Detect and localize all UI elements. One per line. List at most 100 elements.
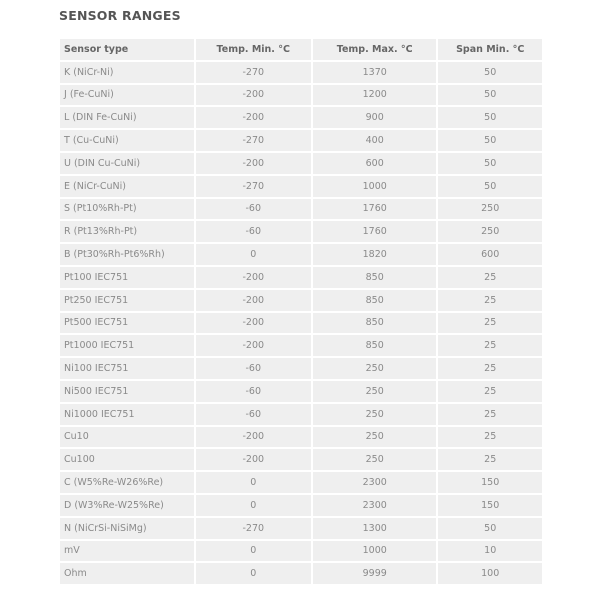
table-row: Pt500 IEC751 -200 850 25 [60, 312, 542, 334]
span-min-cell: 250 [438, 221, 542, 243]
temp-max-cell: 1760 [313, 221, 437, 243]
sensor-type-cell: Ni1000 IEC751 [60, 403, 194, 425]
span-min-cell: 250 [438, 198, 542, 220]
temp-min-cell: 0 [195, 494, 311, 516]
table-row: Ni100 IEC751 -60 250 25 [60, 358, 542, 379]
span-min-cell: 150 [438, 472, 542, 493]
temp-max-cell: 250 [313, 449, 437, 471]
table-row: D (W3%Re-W25%Re) 0 2300 150 [60, 494, 542, 516]
temp-max-cell: 250 [313, 358, 437, 379]
temp-min-cell: -60 [195, 221, 311, 243]
span-min-cell: 150 [438, 494, 542, 516]
header-sensor-type: Sensor type [60, 39, 194, 60]
span-min-cell: 50 [438, 517, 542, 539]
span-min-cell: 25 [438, 426, 542, 448]
sensor-type-cell: J (Fe-CuNi) [60, 84, 194, 106]
span-min-cell: 50 [438, 107, 542, 129]
sensor-type-cell: Cu100 [60, 449, 194, 471]
span-min-cell: 25 [438, 449, 542, 471]
span-min-cell: 25 [438, 289, 542, 311]
temp-min-cell: -60 [195, 198, 311, 220]
span-min-cell: 25 [438, 380, 542, 402]
sensor-type-cell: Pt250 IEC751 [60, 289, 194, 311]
header-temp-max: Temp. Max. °C [313, 39, 437, 60]
table-row: L (DIN Fe-CuNi) -200 900 50 [60, 107, 542, 129]
sensor-type-cell: C (W5%Re-W26%Re) [60, 472, 194, 493]
temp-min-cell: 0 [195, 244, 311, 265]
table-row: Pt100 IEC751 -200 850 25 [60, 266, 542, 288]
temp-min-cell: -270 [195, 130, 311, 151]
temp-min-cell: -60 [195, 380, 311, 402]
temp-max-cell: 850 [313, 289, 437, 311]
page-title: SENSOR RANGES [59, 8, 181, 23]
temp-min-cell: -270 [195, 175, 311, 197]
temp-max-cell: 850 [313, 312, 437, 334]
sensor-type-cell: E (NiCr-CuNi) [60, 175, 194, 197]
table-row: J (Fe-CuNi) -200 1200 50 [60, 84, 542, 106]
sensor-type-cell: Ohm [60, 563, 194, 585]
temp-min-cell: -60 [195, 403, 311, 425]
sensor-type-cell: Cu10 [60, 426, 194, 448]
sensor-type-cell: Ni500 IEC751 [60, 380, 194, 402]
sensor-type-cell: R (Pt13%Rh-Pt) [60, 221, 194, 243]
temp-max-cell: 400 [313, 130, 437, 151]
table-row: E (NiCr-CuNi) -270 1000 50 [60, 175, 542, 197]
sensor-type-cell: Pt500 IEC751 [60, 312, 194, 334]
temp-max-cell: 2300 [313, 472, 437, 493]
span-min-cell: 50 [438, 84, 542, 106]
temp-max-cell: 250 [313, 426, 437, 448]
sensor-type-cell: Ni100 IEC751 [60, 358, 194, 379]
temp-max-cell: 1000 [313, 540, 437, 562]
span-min-cell: 50 [438, 152, 542, 174]
table-row: Pt1000 IEC751 -200 850 25 [60, 335, 542, 357]
table-row: Ni500 IEC751 -60 250 25 [60, 380, 542, 402]
temp-max-cell: 900 [313, 107, 437, 129]
temp-min-cell: -200 [195, 289, 311, 311]
temp-min-cell: -270 [195, 517, 311, 539]
temp-max-cell: 1000 [313, 175, 437, 197]
table-row: Cu10 -200 250 25 [60, 426, 542, 448]
span-min-cell: 25 [438, 358, 542, 379]
temp-max-cell: 1760 [313, 198, 437, 220]
temp-min-cell: -60 [195, 358, 311, 379]
temp-min-cell: -200 [195, 152, 311, 174]
temp-max-cell: 2300 [313, 494, 437, 516]
sensor-type-cell: B (Pt30%Rh-Pt6%Rh) [60, 244, 194, 265]
sensor-ranges-table: Sensor type Temp. Min. °C Temp. Max. °C … [58, 37, 544, 586]
span-min-cell: 25 [438, 312, 542, 334]
sensor-type-cell: L (DIN Fe-CuNi) [60, 107, 194, 129]
temp-max-cell: 1300 [313, 517, 437, 539]
sensor-type-cell: T (Cu-CuNi) [60, 130, 194, 151]
header-span-min: Span Min. °C [438, 39, 542, 60]
table-row: Ni1000 IEC751 -60 250 25 [60, 403, 542, 425]
table-row: B (Pt30%Rh-Pt6%Rh) 0 1820 600 [60, 244, 542, 265]
table-row: S (Pt10%Rh-Pt) -60 1760 250 [60, 198, 542, 220]
sensor-type-cell: U (DIN Cu-CuNi) [60, 152, 194, 174]
temp-min-cell: -270 [195, 61, 311, 83]
table-row: T (Cu-CuNi) -270 400 50 [60, 130, 542, 151]
table-row: U (DIN Cu-CuNi) -200 600 50 [60, 152, 542, 174]
table-row: mV 0 1000 10 [60, 540, 542, 562]
header-temp-min: Temp. Min. °C [195, 39, 311, 60]
temp-min-cell: -200 [195, 449, 311, 471]
temp-min-cell: -200 [195, 312, 311, 334]
temp-min-cell: -200 [195, 335, 311, 357]
temp-min-cell: -200 [195, 84, 311, 106]
temp-max-cell: 600 [313, 152, 437, 174]
temp-max-cell: 1200 [313, 84, 437, 106]
temp-max-cell: 850 [313, 335, 437, 357]
sensor-type-cell: D (W3%Re-W25%Re) [60, 494, 194, 516]
temp-max-cell: 250 [313, 403, 437, 425]
span-min-cell: 50 [438, 61, 542, 83]
temp-min-cell: 0 [195, 563, 311, 585]
span-min-cell: 600 [438, 244, 542, 265]
sensor-type-cell: Pt100 IEC751 [60, 266, 194, 288]
span-min-cell: 25 [438, 403, 542, 425]
sensor-type-cell: Pt1000 IEC751 [60, 335, 194, 357]
temp-min-cell: -200 [195, 266, 311, 288]
sensor-type-cell: mV [60, 540, 194, 562]
sensor-type-cell: K (NiCr-Ni) [60, 61, 194, 83]
temp-max-cell: 9999 [313, 563, 437, 585]
span-min-cell: 50 [438, 175, 542, 197]
table-row: R (Pt13%Rh-Pt) -60 1760 250 [60, 221, 542, 243]
